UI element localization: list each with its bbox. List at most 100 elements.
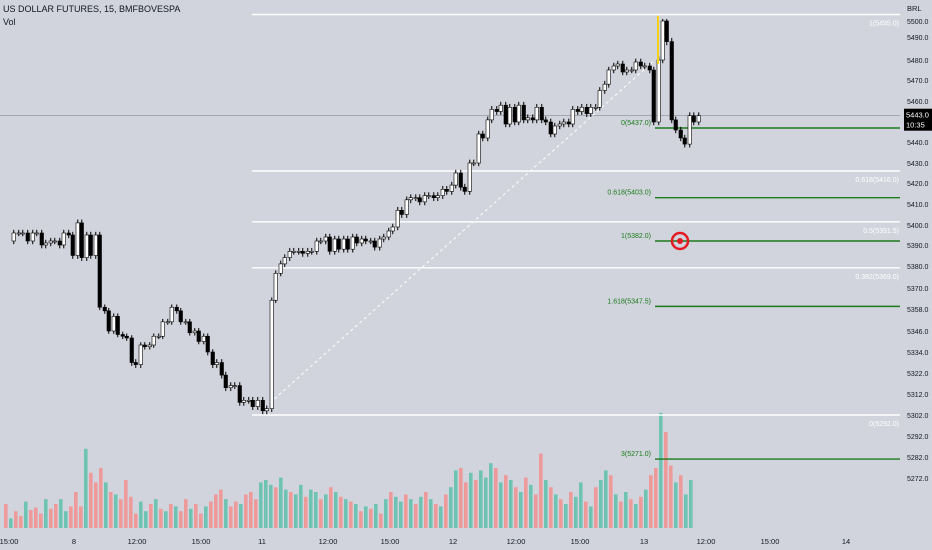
- volume-bar: [189, 508, 193, 528]
- candle-body: [336, 238, 341, 250]
- candle-body: [368, 240, 373, 243]
- candle-body: [183, 321, 188, 324]
- candle-body: [449, 184, 454, 192]
- candle-body: [205, 335, 210, 353]
- candle-body: [115, 316, 120, 335]
- volume-bar: [529, 484, 533, 528]
- volume-bar: [344, 499, 348, 528]
- volume-bar: [134, 513, 138, 528]
- volume-layer: [4, 412, 693, 528]
- candle-body: [629, 69, 634, 72]
- fib-extension-label: 3(5271.0): [621, 451, 651, 458]
- candle-body: [696, 115, 701, 123]
- candle-body: [687, 115, 692, 145]
- candle-body: [606, 69, 611, 85]
- candle-body: [363, 238, 368, 242]
- volume-bar: [364, 506, 368, 528]
- price-tick-label: 5390.0: [907, 243, 929, 250]
- candle-body: [43, 242, 48, 246]
- candle-body: [534, 107, 539, 121]
- candle-body: [178, 310, 183, 323]
- candle-body: [426, 195, 431, 197]
- volume-bar: [374, 504, 378, 528]
- candle-body: [597, 90, 602, 108]
- volume-bar: [554, 494, 558, 528]
- volume-bar: [244, 494, 248, 528]
- candle-body: [498, 104, 503, 112]
- candle-body: [201, 335, 206, 342]
- candle-body: [165, 321, 170, 324]
- volume-bar: [494, 468, 498, 528]
- candle-body: [93, 234, 98, 256]
- candle-body: [570, 109, 575, 125]
- countdown-timer: 10:35: [906, 121, 925, 130]
- candle-body: [503, 104, 508, 125]
- candle-body: [417, 197, 422, 203]
- candle-body: [305, 251, 310, 254]
- volume-bar: [269, 484, 273, 528]
- volume-bar: [99, 468, 103, 528]
- volume-bar: [484, 477, 488, 528]
- candle-body: [516, 104, 521, 123]
- candle-body: [611, 65, 616, 71]
- volume-bar: [264, 480, 268, 528]
- candle-body: [521, 104, 526, 121]
- candle-body: [75, 222, 80, 256]
- price-tick-label: 5440.0: [907, 140, 929, 147]
- volume-bar: [589, 506, 593, 528]
- candle-body: [480, 133, 485, 139]
- candle-body: [453, 172, 458, 186]
- candle-body: [386, 230, 391, 238]
- volume-bar: [59, 499, 63, 528]
- volume-bar: [4, 504, 8, 528]
- candle-body: [620, 63, 625, 73]
- candle-body: [372, 240, 377, 248]
- candle-body: [381, 236, 386, 240]
- candle-body: [552, 125, 557, 135]
- time-tick-label: 8: [72, 537, 76, 546]
- volume-bar: [519, 492, 523, 528]
- candle-body: [318, 240, 323, 243]
- price-tick-label: 5312.0: [907, 392, 929, 399]
- candle-body: [273, 273, 278, 301]
- volume-bar: [464, 482, 468, 528]
- volume-bar: [434, 504, 438, 528]
- candle-body: [507, 107, 512, 125]
- target-icon: [670, 231, 690, 251]
- candle-body: [102, 306, 107, 312]
- candle-body: [151, 335, 156, 346]
- candle-body: [467, 162, 472, 192]
- candle-body: [404, 199, 409, 215]
- volume-bar: [389, 492, 393, 528]
- candle-body: [408, 197, 413, 201]
- candle-body: [359, 238, 364, 244]
- volume-bar: [184, 499, 188, 528]
- candle-body: [169, 306, 174, 323]
- volume-bar: [14, 511, 18, 528]
- price-tick-label: 5380.0: [907, 264, 929, 271]
- volume-bar: [94, 482, 98, 528]
- candle-body: [111, 316, 116, 332]
- volume-bar: [219, 489, 223, 528]
- target-center: [677, 238, 683, 244]
- candle-body: [237, 385, 242, 403]
- volume-bar: [414, 504, 418, 528]
- volume-bar: [624, 492, 628, 528]
- volume-bar: [74, 492, 78, 528]
- current-price-tag: [904, 108, 932, 131]
- volume-bar: [584, 501, 588, 528]
- volume-bar: [159, 508, 163, 528]
- time-tick-label: 14: [842, 537, 850, 546]
- volume-bar: [224, 499, 228, 528]
- fib-retracement-label: 0(5292.0): [869, 421, 899, 428]
- volume-bar: [304, 496, 308, 528]
- candle-body: [210, 351, 215, 365]
- volume-bar: [149, 504, 153, 528]
- candle-body: [287, 251, 292, 258]
- volume-bar: [199, 513, 203, 528]
- volume-bar: [544, 480, 548, 528]
- volume-bar: [69, 506, 73, 528]
- candle-body: [642, 65, 647, 68]
- candle-body: [588, 107, 593, 114]
